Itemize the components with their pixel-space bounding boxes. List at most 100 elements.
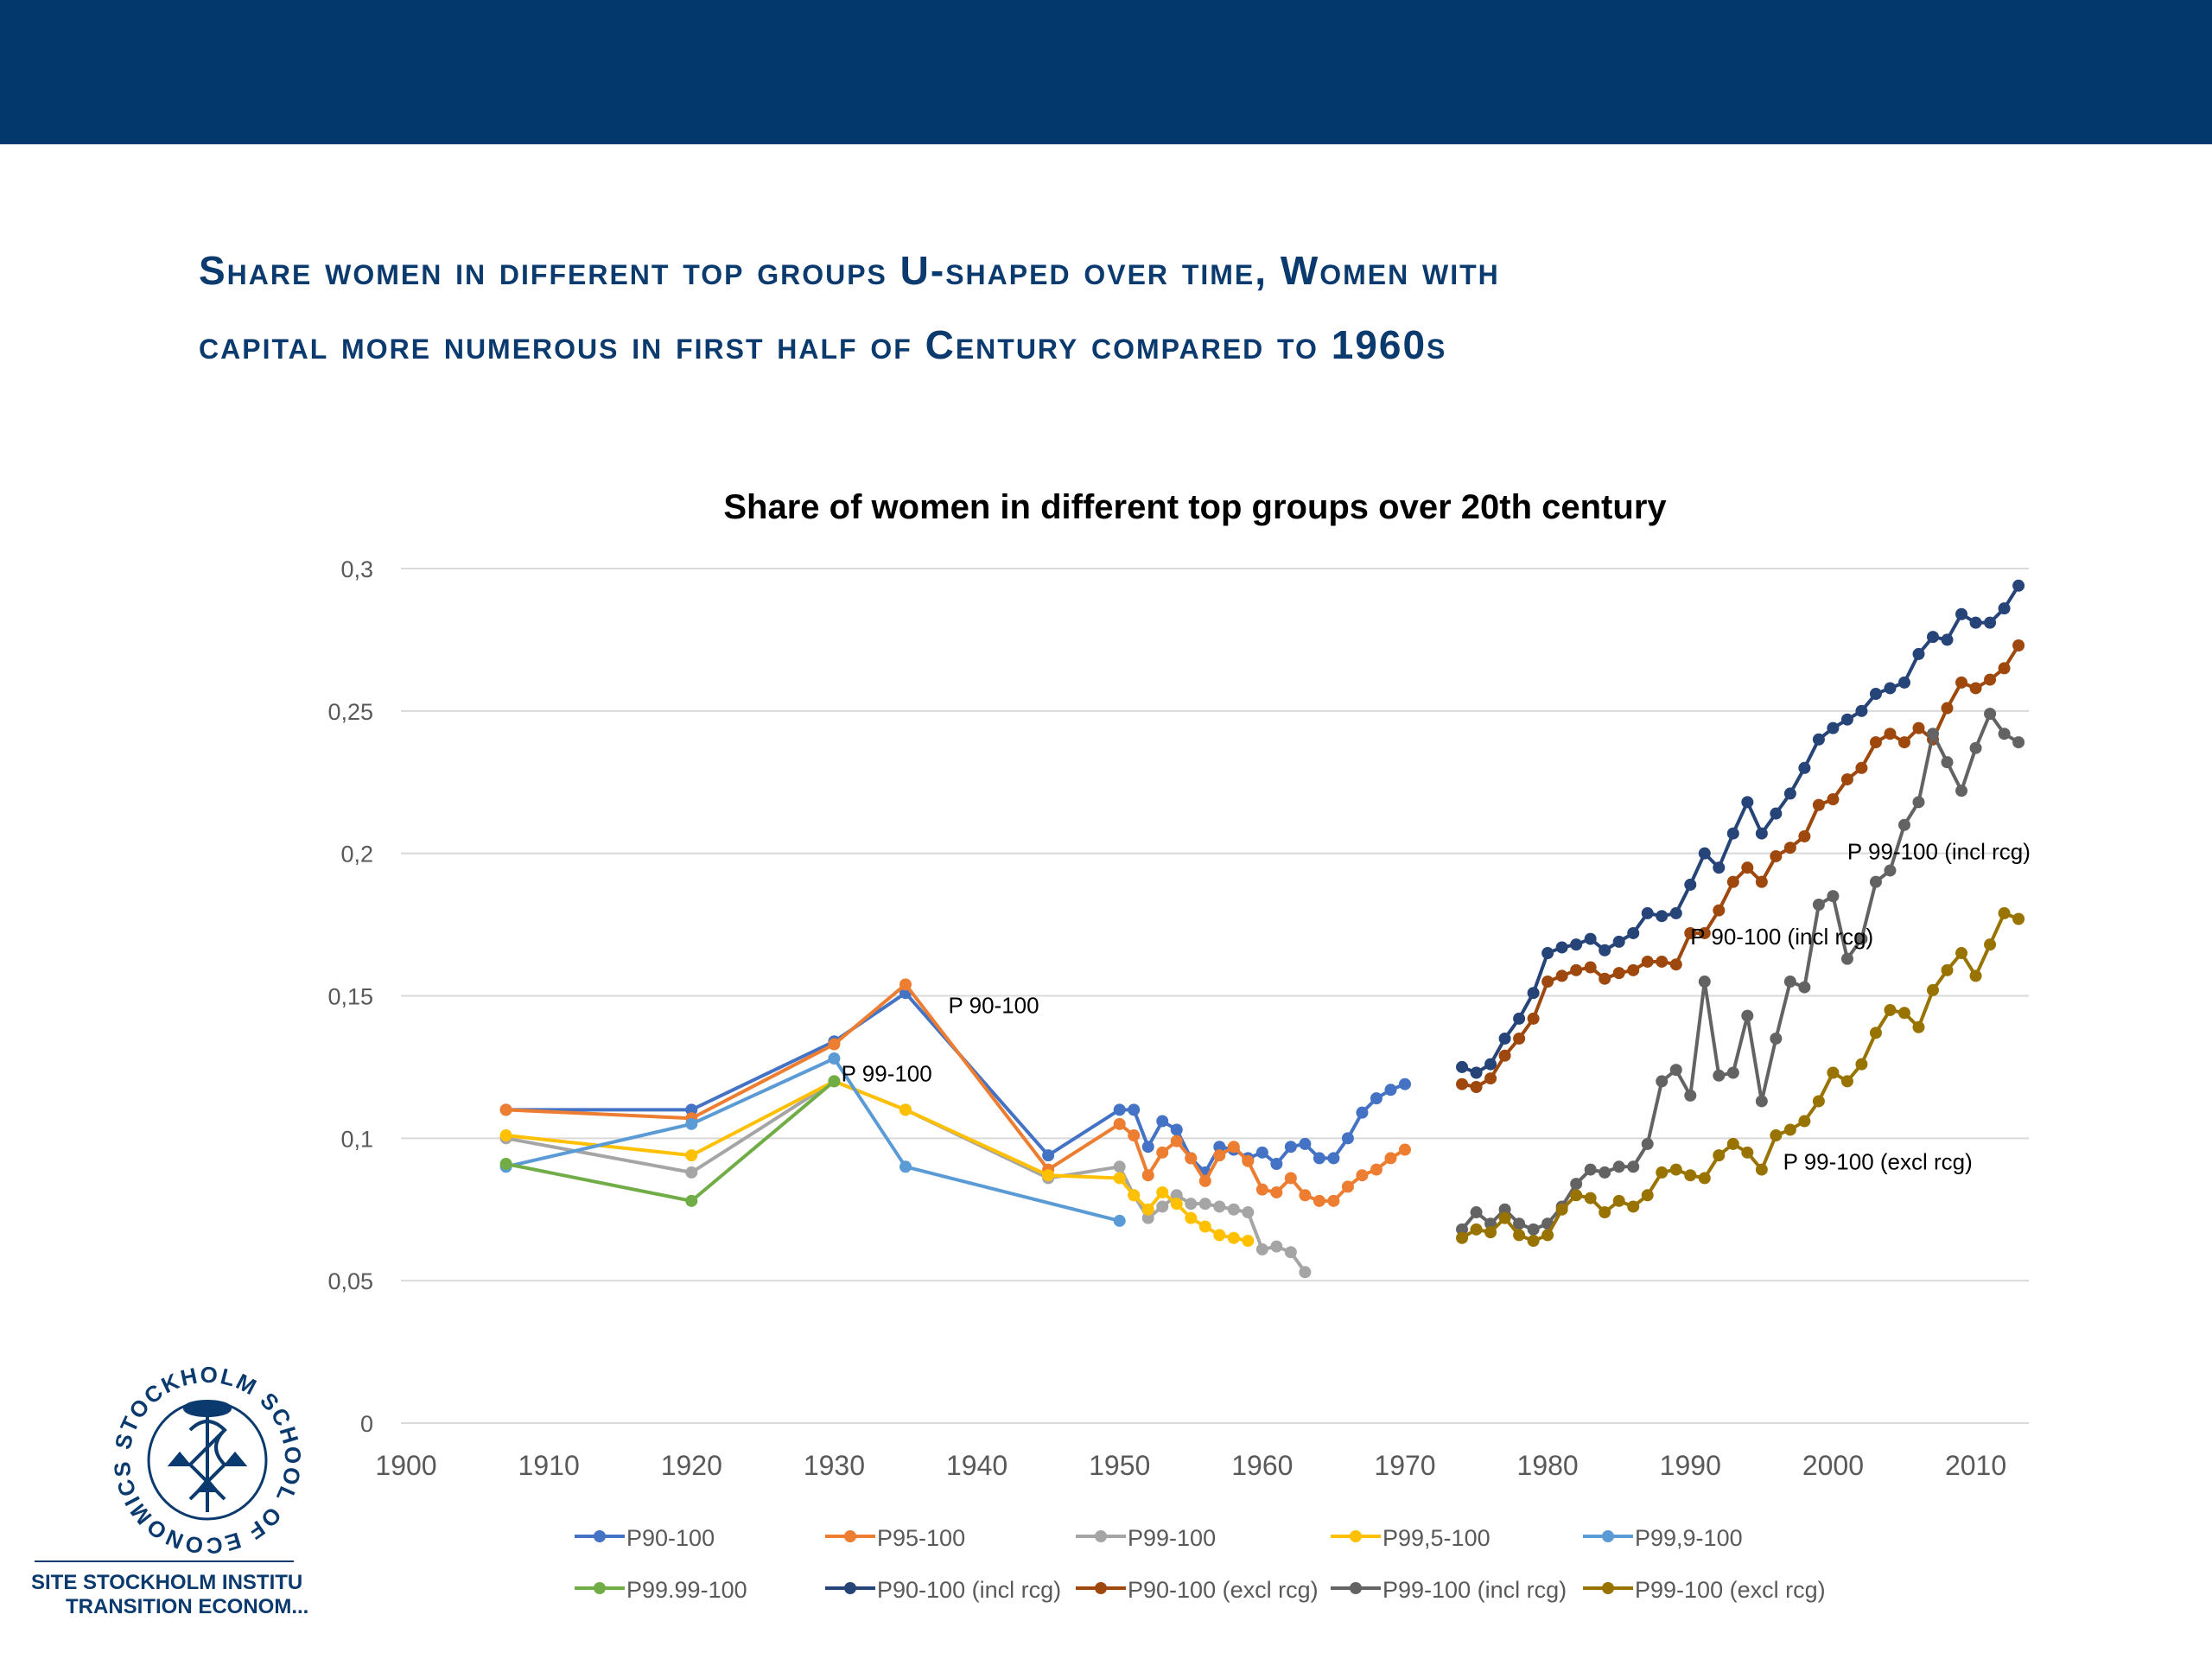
legend-swatch-marker bbox=[844, 1530, 856, 1542]
data-point bbox=[1955, 947, 1968, 960]
seal-emblem-icon bbox=[167, 1400, 248, 1512]
chart-title: Share of women in different top groups o… bbox=[723, 488, 1667, 526]
data-point bbox=[1384, 1084, 1397, 1096]
data-point bbox=[1156, 1115, 1169, 1128]
data-point bbox=[1313, 1194, 1325, 1207]
legend-label: P99,5-100 bbox=[1382, 1525, 1491, 1551]
data-point bbox=[1912, 796, 1925, 809]
data-point bbox=[1812, 798, 1825, 811]
series-7 bbox=[1456, 639, 2025, 1093]
data-point bbox=[1484, 1072, 1497, 1085]
legend-item: P99,9-100 bbox=[1583, 1525, 1743, 1551]
data-point bbox=[2012, 579, 2025, 592]
data-point bbox=[1812, 733, 1825, 746]
data-point bbox=[1869, 688, 1882, 701]
header-bar bbox=[0, 0, 2212, 144]
data-point bbox=[1612, 967, 1625, 980]
data-point bbox=[1897, 818, 1910, 831]
data-point bbox=[1641, 906, 1654, 919]
data-point bbox=[1641, 1189, 1654, 1202]
data-point bbox=[1141, 1211, 1154, 1224]
data-point bbox=[1113, 1214, 1126, 1227]
data-point bbox=[685, 1103, 698, 1116]
data-point bbox=[1270, 1240, 1283, 1253]
data-point bbox=[1584, 1192, 1597, 1205]
data-point bbox=[1484, 1217, 1497, 1230]
x-tick-label: 1960 bbox=[1231, 1450, 1293, 1481]
data-point bbox=[1541, 947, 1554, 960]
legend-label: P95-100 bbox=[877, 1525, 965, 1551]
data-point bbox=[1969, 616, 1982, 629]
y-axis: 0 0,05 0,1 0,15 0,2 0,25 0,3 bbox=[327, 556, 373, 1437]
data-point bbox=[1698, 976, 1711, 988]
data-point bbox=[1669, 1064, 1682, 1077]
data-point bbox=[1969, 682, 1982, 695]
data-point bbox=[1656, 1075, 1669, 1088]
legend-item: P90-100 bbox=[575, 1525, 715, 1551]
data-point bbox=[2012, 912, 2025, 925]
data-point bbox=[828, 1075, 841, 1088]
legend-swatch-marker bbox=[594, 1582, 606, 1594]
data-point bbox=[1384, 1152, 1397, 1165]
data-point bbox=[1255, 1183, 1268, 1196]
series-line bbox=[1461, 584, 2020, 1075]
data-point bbox=[1570, 1178, 1583, 1191]
data-point bbox=[1398, 1143, 1411, 1156]
data-point bbox=[1570, 1189, 1583, 1202]
data-point bbox=[1299, 1189, 1312, 1202]
data-point bbox=[1897, 736, 1910, 749]
data-point bbox=[1242, 1206, 1255, 1219]
data-point bbox=[1669, 958, 1682, 971]
legend-label: P99.99-100 bbox=[626, 1577, 747, 1603]
data-point bbox=[1185, 1152, 1198, 1165]
data-point bbox=[1984, 616, 1997, 629]
legend-item: P99-100 (incl rcg) bbox=[1331, 1577, 1567, 1603]
data-point bbox=[1998, 662, 2011, 675]
data-point bbox=[1770, 1032, 1783, 1045]
legend-item: P99.99-100 bbox=[575, 1577, 747, 1603]
data-point bbox=[1698, 847, 1711, 860]
data-point bbox=[828, 1038, 841, 1051]
data-point bbox=[1641, 1137, 1654, 1150]
data-point bbox=[1741, 1146, 1754, 1159]
data-point bbox=[1156, 1146, 1169, 1159]
data-point bbox=[1213, 1229, 1226, 1242]
data-point bbox=[1855, 932, 1868, 945]
x-tick-label: 1900 bbox=[375, 1450, 436, 1481]
x-tick-label: 1930 bbox=[804, 1450, 865, 1481]
legend-swatch-marker bbox=[1095, 1530, 1107, 1542]
data-point bbox=[1941, 963, 1954, 976]
data-point bbox=[1270, 1158, 1283, 1171]
y-tick-label: 0 bbox=[360, 1411, 373, 1437]
series-9 bbox=[1456, 906, 2025, 1248]
y-tick-label: 0,2 bbox=[340, 842, 373, 868]
data-point bbox=[1726, 1137, 1739, 1150]
data-point bbox=[1726, 827, 1739, 840]
data-point bbox=[1798, 1115, 1811, 1128]
data-point bbox=[1456, 1077, 1469, 1090]
data-point bbox=[1669, 1163, 1682, 1176]
series-line bbox=[505, 1057, 1121, 1223]
data-point bbox=[1698, 926, 1711, 939]
data-point bbox=[1513, 1229, 1526, 1242]
data-point bbox=[1927, 983, 1940, 996]
data-point bbox=[1227, 1203, 1240, 1216]
institute-name-line-2: TRANSITION ECONOM... bbox=[66, 1595, 309, 1618]
data-point bbox=[1456, 1223, 1469, 1236]
data-point bbox=[499, 1129, 512, 1142]
data-point bbox=[1770, 849, 1783, 862]
data-point bbox=[1527, 1223, 1540, 1236]
x-tick-label: 1980 bbox=[1517, 1450, 1579, 1481]
data-point bbox=[1669, 906, 1682, 919]
y-tick-label: 0,25 bbox=[327, 699, 373, 725]
annotation-label: P 90-100 bbox=[949, 992, 1039, 1018]
data-point bbox=[1213, 1141, 1226, 1154]
data-point bbox=[1498, 1032, 1511, 1045]
data-point bbox=[1527, 987, 1540, 1000]
data-point bbox=[1840, 952, 1853, 965]
slide-title-line-2: capital more numerous in first half of C… bbox=[199, 322, 1447, 367]
data-point bbox=[1998, 728, 2011, 741]
y-tick-label: 0,3 bbox=[340, 556, 373, 582]
data-point bbox=[1299, 1137, 1312, 1150]
